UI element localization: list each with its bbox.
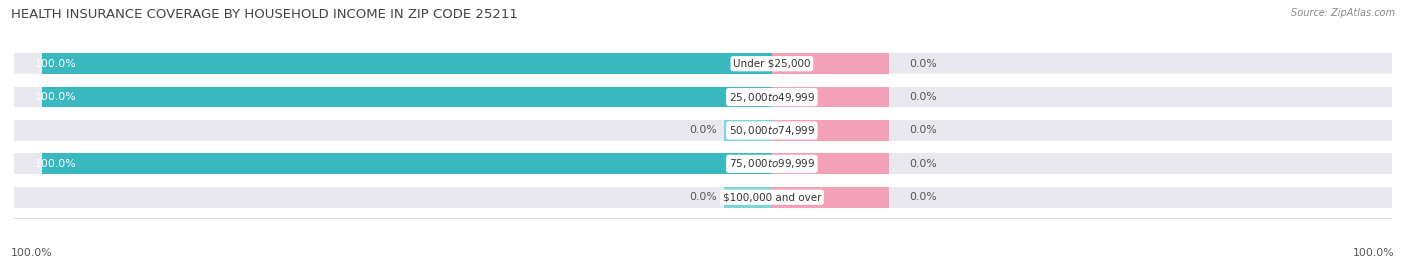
Text: 100.0%: 100.0% <box>35 92 76 102</box>
Text: 0.0%: 0.0% <box>910 125 938 136</box>
Bar <box>772 53 889 74</box>
Text: 0.0%: 0.0% <box>689 125 717 136</box>
Bar <box>724 187 772 208</box>
Bar <box>42 154 772 174</box>
Bar <box>42 53 772 74</box>
Bar <box>14 120 1392 141</box>
Text: HEALTH INSURANCE COVERAGE BY HOUSEHOLD INCOME IN ZIP CODE 25211: HEALTH INSURANCE COVERAGE BY HOUSEHOLD I… <box>11 8 519 21</box>
Text: 100.0%: 100.0% <box>35 59 76 69</box>
Bar <box>14 187 1392 208</box>
Text: Source: ZipAtlas.com: Source: ZipAtlas.com <box>1291 8 1395 18</box>
Bar <box>14 87 1392 107</box>
Bar <box>724 120 772 141</box>
Bar <box>772 120 889 141</box>
Bar <box>772 87 889 107</box>
Text: 100.0%: 100.0% <box>11 248 53 258</box>
Text: 0.0%: 0.0% <box>910 159 938 169</box>
Text: 0.0%: 0.0% <box>689 192 717 202</box>
Bar <box>14 53 1392 74</box>
Bar <box>772 154 889 174</box>
Text: 0.0%: 0.0% <box>910 92 938 102</box>
Text: $100,000 and over: $100,000 and over <box>723 192 821 202</box>
Text: $50,000 to $74,999: $50,000 to $74,999 <box>728 124 815 137</box>
Text: $75,000 to $99,999: $75,000 to $99,999 <box>728 157 815 170</box>
Text: 0.0%: 0.0% <box>910 192 938 202</box>
Bar <box>772 187 889 208</box>
Bar <box>42 87 772 107</box>
Text: 100.0%: 100.0% <box>1353 248 1395 258</box>
Text: 100.0%: 100.0% <box>35 159 76 169</box>
Bar <box>14 154 1392 174</box>
Text: 0.0%: 0.0% <box>910 59 938 69</box>
Text: $25,000 to $49,999: $25,000 to $49,999 <box>728 91 815 104</box>
Text: Under $25,000: Under $25,000 <box>733 59 811 69</box>
